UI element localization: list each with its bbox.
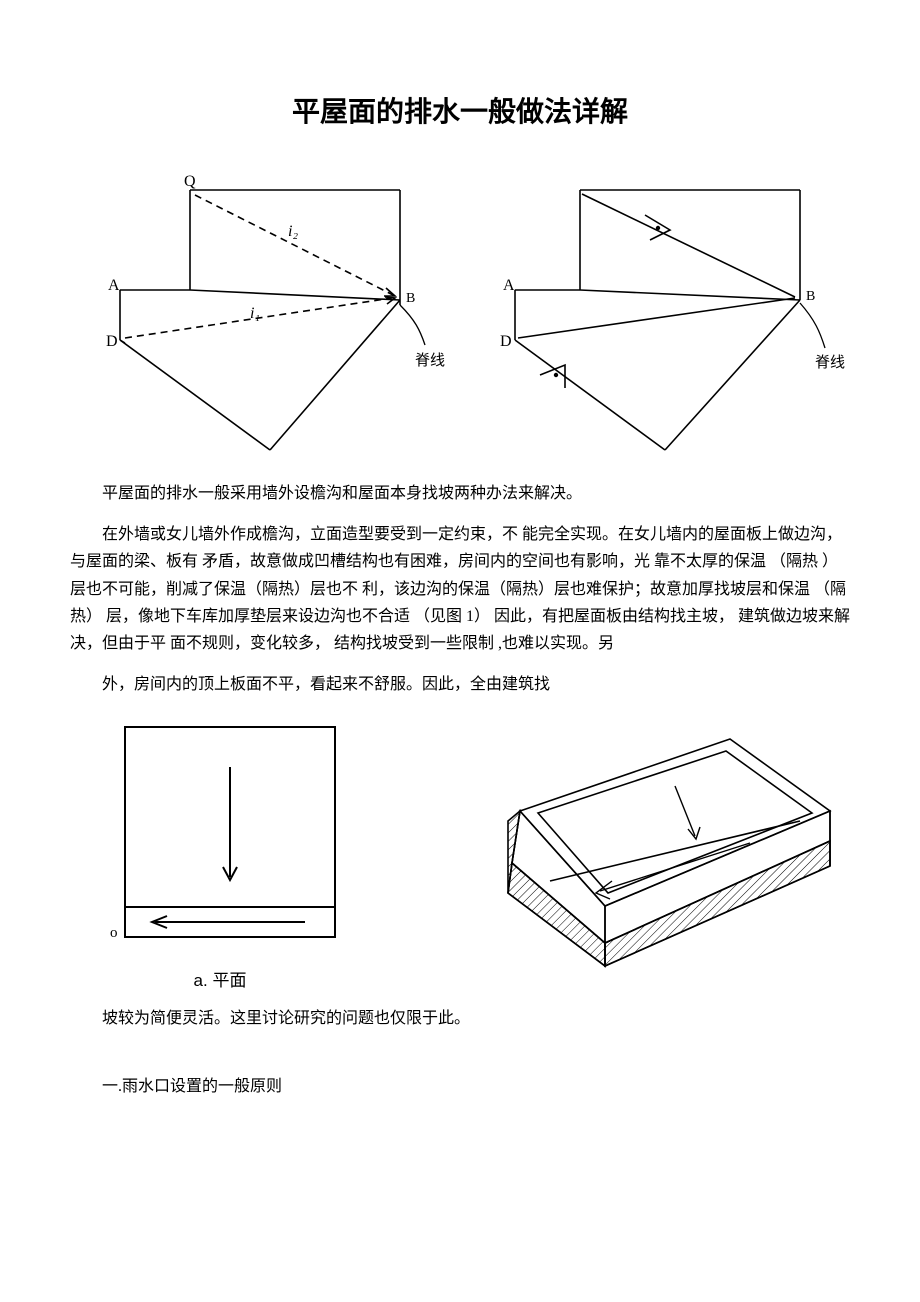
paragraph-3: 外，房间内的顶上板面不平，看起来不舒服。因此，全由建筑找 bbox=[70, 671, 850, 698]
fig1l-label-i1: i₁ bbox=[250, 305, 260, 322]
figure-2-left-caption: a. 平面 bbox=[70, 966, 370, 991]
fig1r-label-b: B bbox=[806, 289, 815, 304]
fig1l-label-q: Q bbox=[184, 173, 196, 190]
figure-2-row: o a. 平面 bbox=[70, 712, 850, 991]
fig1l-label-ridge: 脊线 bbox=[415, 352, 445, 369]
fig1r-label-ridge: 脊线 bbox=[815, 354, 845, 371]
figure-1-left: Q A B D i₁ i₂ 脊线 bbox=[70, 170, 450, 460]
figure-1-row: Q A B D i₁ i₂ 脊线 bbox=[70, 170, 850, 460]
fig1r-label-d: D bbox=[500, 333, 512, 350]
section-1-heading: 一.雨水口设置的一般原则 bbox=[70, 1073, 850, 1100]
paragraph-2: 在外墙或女儿墙外作成檐沟，立面造型要受到一定约束，不 能完全实现。在女儿墙内的屋… bbox=[70, 521, 850, 657]
figure-1-right: A B D 脊线 bbox=[470, 170, 850, 460]
fig1r-label-a: A bbox=[503, 277, 515, 294]
fig2l-label-o: o bbox=[110, 925, 118, 941]
figure-2-right bbox=[450, 721, 850, 991]
fig1l-label-a: A bbox=[108, 277, 120, 294]
fig1l-label-d: D bbox=[106, 333, 118, 350]
paragraph-1: 平屋面的排水一般采用墙外设檐沟和屋面本身找坡两种办法来解决。 bbox=[70, 480, 850, 507]
figure-2-left: o bbox=[70, 712, 370, 957]
fig1l-label-i2: i₂ bbox=[288, 223, 298, 240]
document-title: 平屋面的排水一般做法详解 bbox=[70, 90, 850, 130]
fig1l-label-b: B bbox=[406, 291, 415, 306]
paragraph-4: 坡较为简便灵活。这里讨论研究的问题也仅限于此。 bbox=[70, 1005, 850, 1032]
